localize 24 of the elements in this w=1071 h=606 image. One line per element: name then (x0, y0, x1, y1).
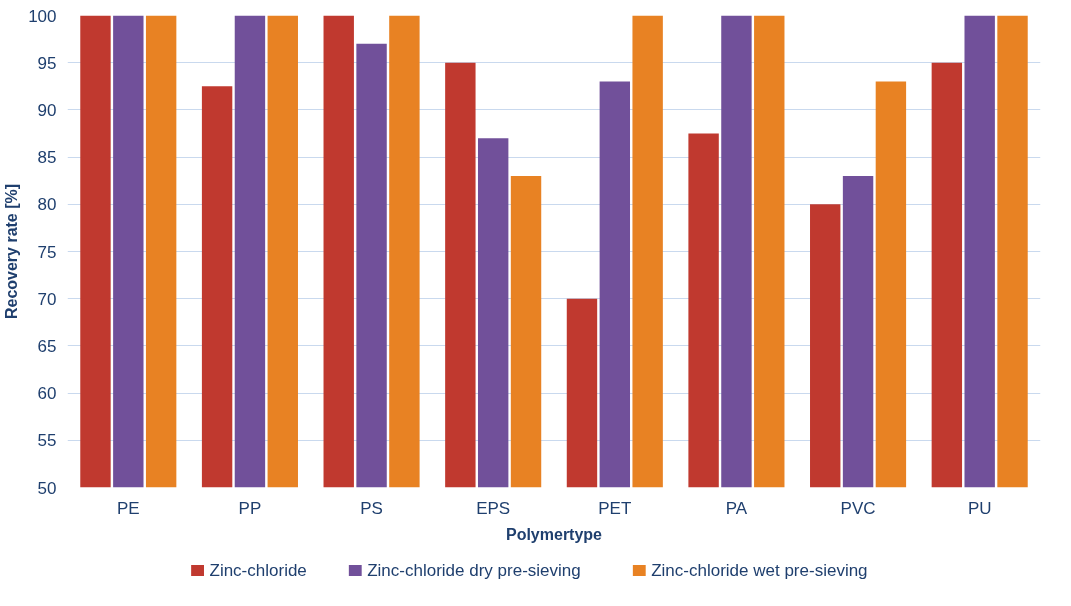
y-tick-label: 85 (37, 148, 57, 168)
x-tick-label: PVC (840, 498, 876, 518)
legend-label: Zinc-chloride wet pre-sieving (651, 561, 868, 580)
y-tick-label: 90 (37, 100, 57, 120)
x-tick-label: PE (116, 498, 140, 518)
x-tick-label: PA (725, 498, 748, 518)
x-tick-label: PP (238, 498, 262, 518)
y-tick-label: 50 (37, 478, 57, 498)
x-tick-label: PET (598, 498, 632, 518)
y-tick-label: 55 (37, 431, 57, 451)
legend-label: Zinc-chloride dry pre-sieving (367, 561, 581, 580)
y-tick-label: 95 (37, 53, 57, 73)
x-tick-label: EPS (476, 498, 511, 518)
legend-label: Zinc-chloride (209, 561, 307, 580)
x-tick-label: PS (360, 498, 383, 518)
x-tick-label: PU (967, 498, 992, 518)
y-tick-label: 70 (37, 289, 57, 309)
y-tick-label: 75 (37, 242, 57, 262)
y-tick-label: 65 (37, 336, 57, 356)
y-tick-label: 60 (37, 384, 57, 404)
y-tick-label: 100 (28, 6, 57, 26)
y-axis-title: Recovery rate [%] (3, 183, 21, 320)
y-tick-label: 80 (37, 195, 57, 215)
x-axis-title: Polymertype (505, 525, 603, 543)
